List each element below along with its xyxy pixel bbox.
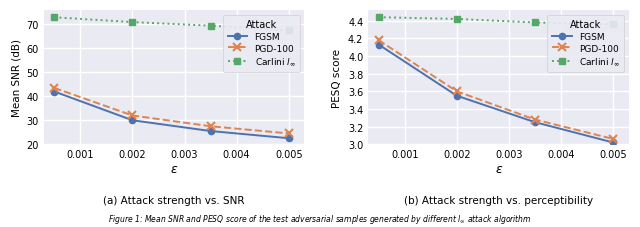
FGSM [285, 137, 292, 140]
Carlini $l_{\infty}$ [207, 25, 214, 28]
Carlini $l_{\infty}$ [609, 24, 617, 27]
FGSM [531, 121, 539, 124]
Y-axis label: Mean SNR (dB): Mean SNR (dB) [11, 39, 21, 117]
Carlini $l_{\infty}$ [453, 18, 461, 21]
Y-axis label: PESQ score: PESQ score [332, 48, 342, 107]
Carlini $l_{\infty}$ [51, 17, 58, 20]
Text: Figure 1: Mean SNR and PESQ score of the test adversarial samples generated by d: Figure 1: Mean SNR and PESQ score of the… [108, 212, 532, 225]
PGD-100 [375, 39, 383, 42]
FGSM [375, 44, 383, 47]
Line: PGD-100: PGD-100 [51, 85, 292, 138]
PGD-100 [609, 138, 617, 141]
Line: Carlini $l_{\infty}$: Carlini $l_{\infty}$ [376, 15, 616, 28]
Carlini $l_{\infty}$ [375, 17, 383, 20]
Carlini $l_{\infty}$ [129, 22, 136, 24]
Text: (a) Attack strength vs. SNR: (a) Attack strength vs. SNR [104, 195, 245, 205]
PGD-100 [51, 87, 58, 90]
PGD-100 [285, 133, 292, 135]
FGSM [129, 119, 136, 122]
FGSM [207, 130, 214, 133]
Line: PGD-100: PGD-100 [375, 37, 617, 143]
PGD-100 [531, 119, 539, 121]
Carlini $l_{\infty}$ [531, 22, 539, 25]
Line: FGSM: FGSM [376, 42, 616, 146]
X-axis label: ε: ε [495, 162, 502, 175]
Carlini $l_{\infty}$ [285, 30, 292, 33]
X-axis label: ε: ε [171, 162, 177, 175]
PGD-100 [453, 91, 461, 93]
Line: FGSM: FGSM [51, 89, 292, 142]
Legend: FGSM, PGD-100, Carlini $l_{\infty}$: FGSM, PGD-100, Carlini $l_{\infty}$ [547, 16, 624, 72]
PGD-100 [129, 115, 136, 117]
FGSM [51, 91, 58, 94]
Text: (b) Attack strength vs. perceptibility: (b) Attack strength vs. perceptibility [404, 195, 593, 205]
Legend: FGSM, PGD-100, Carlini $l_{\infty}$: FGSM, PGD-100, Carlini $l_{\infty}$ [223, 16, 300, 72]
FGSM [609, 141, 617, 144]
PGD-100 [207, 125, 214, 128]
Line: Carlini $l_{\infty}$: Carlini $l_{\infty}$ [51, 15, 292, 35]
FGSM [453, 95, 461, 98]
